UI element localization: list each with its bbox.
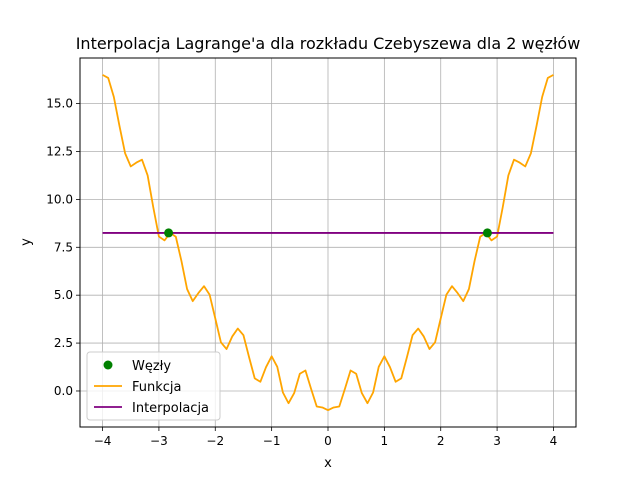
- axis-ticks: −4 −3 −2 −1 0 1 2 3 4 0.0 2.5 5.0 7.5 10.0 12.5 15.0: [46, 97, 557, 448]
- y-axis-label: y: [19, 238, 34, 246]
- y-tick-label: 12.5: [46, 144, 73, 158]
- y-tick-label: 5.0: [54, 288, 73, 302]
- x-tick-label: −1: [263, 434, 281, 448]
- x-tick-label: 0: [324, 434, 332, 448]
- plot-area: [102, 74, 554, 412]
- legend-label-interpolacja: Interpolacja: [132, 401, 209, 416]
- legend-marker-wezly: [103, 360, 113, 370]
- x-tick-label: −4: [94, 434, 112, 448]
- y-tick-label: 2.5: [54, 336, 73, 350]
- y-tick-label: 7.5: [54, 240, 73, 254]
- legend-label-wezly: Węzły: [132, 359, 171, 374]
- x-tick-label: 3: [493, 434, 501, 448]
- legend-box: [86, 351, 221, 421]
- node-point: [164, 228, 174, 238]
- x-tick-label: −3: [150, 434, 168, 448]
- x-axis-label: x: [324, 456, 332, 471]
- chart-title: Interpolacja Lagrange'a dla rozkładu Cze…: [76, 34, 581, 53]
- y-tick-label: 15.0: [46, 97, 73, 111]
- grid-lines: [80, 58, 576, 427]
- y-tick-label: 0.0: [54, 384, 73, 398]
- node-point: [482, 228, 492, 238]
- x-tick-label: −2: [206, 434, 224, 448]
- x-tick-label: 4: [550, 434, 558, 448]
- legend: Węzły Funkcja Interpolacja: [86, 351, 221, 421]
- y-tick-label: 10.0: [46, 192, 73, 206]
- x-tick-label: 1: [381, 434, 389, 448]
- series-line-funkcja: [102, 74, 554, 412]
- x-tick-label: 2: [437, 434, 445, 448]
- legend-label-funkcja: Funkcja: [132, 380, 182, 395]
